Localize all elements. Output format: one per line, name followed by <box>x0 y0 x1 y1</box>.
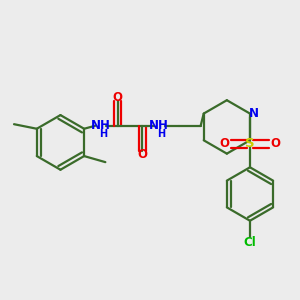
Text: NH: NH <box>91 119 111 132</box>
Text: O: O <box>137 148 147 161</box>
Text: O: O <box>220 137 230 150</box>
Text: O: O <box>112 91 122 104</box>
Text: H: H <box>158 129 166 139</box>
Text: S: S <box>245 137 255 150</box>
Text: N: N <box>249 107 259 120</box>
Text: Cl: Cl <box>244 236 256 249</box>
Text: O: O <box>271 137 281 150</box>
Text: H: H <box>99 129 107 139</box>
Text: NH: NH <box>149 119 169 132</box>
